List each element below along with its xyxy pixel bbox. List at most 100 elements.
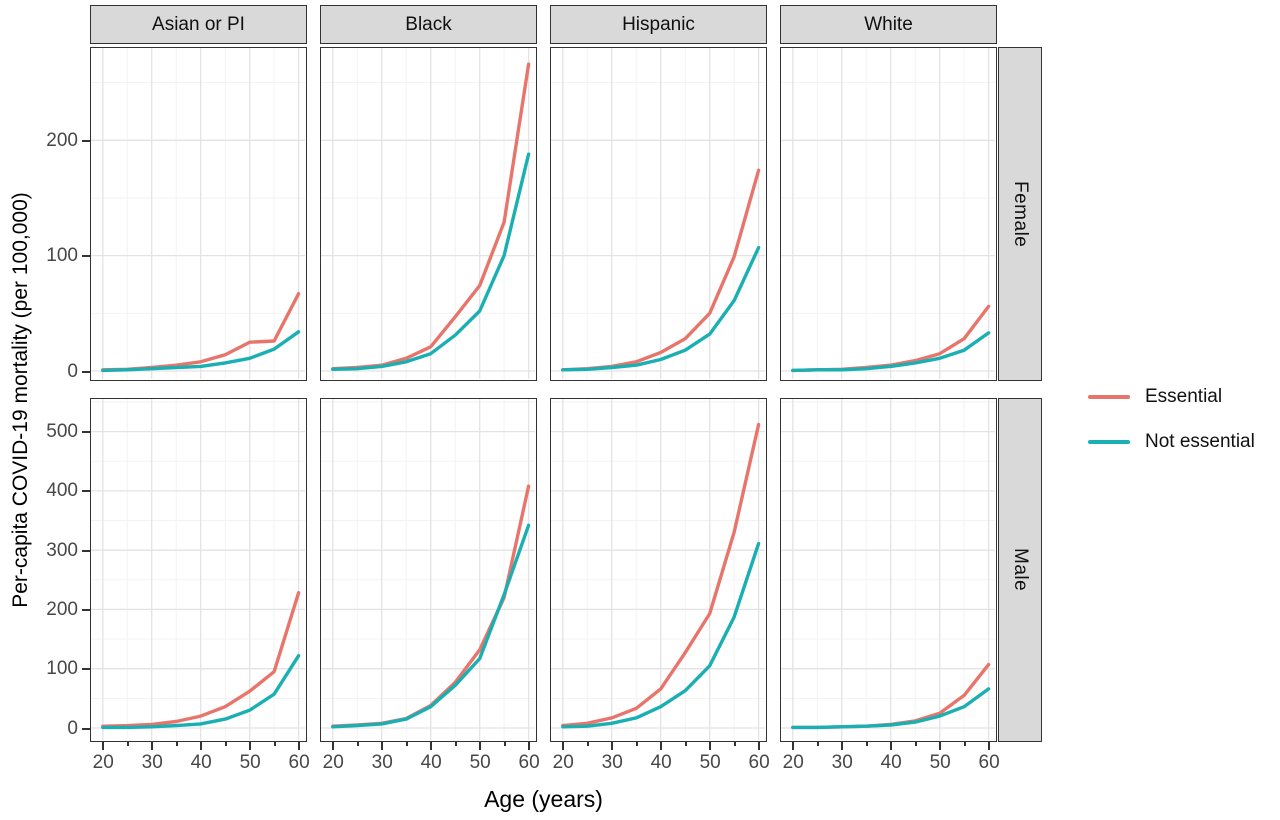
y-tick-label: 0 [67,717,78,739]
x-tick-label: 30 [831,752,853,773]
panel-male-black [320,398,537,742]
x-tick-mark [249,742,252,750]
x-tick-mark [611,742,614,750]
legend-item-not-essential: Not essential [1088,428,1255,456]
x-tick-label: 20 [322,752,344,773]
x-tick-mark [562,742,565,750]
x-tick-label: 20 [552,752,574,773]
x-tick-label: 50 [929,752,951,773]
x-minor-tick-mark [914,742,917,746]
panel-male-asian-or-pi [90,398,307,742]
x-tick-label: 30 [601,752,623,773]
x-tick-label: 60 [288,752,310,773]
panel-female-white [780,47,997,381]
x-tick-mark [841,742,844,750]
x-minor-tick-mark [454,742,457,746]
panel-male-white [780,398,997,742]
x-minor-tick-mark [586,742,589,746]
x-tick-label: 20 [782,752,804,773]
panel-female-hispanic [550,47,767,381]
panel-plot-area [781,399,995,740]
x-minor-tick-mark [865,742,868,746]
x-tick-mark [102,742,105,750]
line-not-essential-hispanic-female [561,245,761,372]
x-tick-mark [988,742,991,750]
x-tick-label: 50 [469,752,491,773]
x-minor-tick-mark [273,742,276,746]
y-tick-mark [82,370,90,373]
x-tick-mark [758,742,761,750]
x-minor-tick-mark [635,742,638,746]
x-minor-tick-mark [175,742,178,746]
x-tick-mark [939,742,942,750]
panel-plot-area [551,48,765,379]
x-minor-tick-mark [224,742,227,746]
facet-strip-label: Hispanic [622,13,695,35]
panel-plot-area [321,48,535,379]
x-tick-mark [381,742,384,750]
facet-strip-asian-or-pi: Asian or PI [90,5,307,44]
line-not-essential-asian-or-pi-female [101,330,301,373]
panel-male-hispanic [550,398,767,742]
panel-plot-area [91,48,305,379]
line-not-essential-asian-or-pi-male [101,654,301,730]
legend: Essential Not essential [1088,383,1255,473]
panel-female-asian-or-pi [90,47,307,381]
y-tick-mark [82,549,90,552]
x-tick-label: 50 [239,752,261,773]
legend-label: Not essential [1145,431,1255,452]
x-tick-mark [479,742,482,750]
facet-strip-label: Female [1010,180,1031,248]
line-not-essential-white-female [791,331,991,373]
x-minor-tick-mark [733,742,736,746]
x-tick-label: 40 [190,752,212,773]
panel-plot-area [321,399,535,740]
x-minor-tick-mark [356,742,359,746]
y-tick-mark [82,139,90,142]
x-minor-tick-mark [684,742,687,746]
facet-strip-label: Asian or PI [152,13,245,35]
x-tick-mark [660,742,663,750]
y-tick-mark [82,727,90,730]
x-tick-mark [792,742,795,750]
x-tick-label: 30 [141,752,163,773]
x-tick-label: 40 [650,752,672,773]
panel-plot-area [91,399,305,740]
legend-item-essential: Essential [1088,383,1255,411]
y-tick-label: 100 [46,245,78,267]
y-tick-label: 300 [46,539,78,561]
y-tick-label: 500 [46,421,78,443]
y-tick-label: 400 [46,480,78,502]
facet-strip-white: White [780,5,997,44]
x-tick-label: 30 [371,752,393,773]
x-tick-mark [430,742,433,750]
line-not-essential-black-male [331,523,531,729]
legend-label: Essential [1145,386,1223,407]
legend-line-not-essential-icon [1088,440,1130,444]
y-tick-mark [82,608,90,611]
x-minor-tick-mark [126,742,129,746]
facet-strip-black: Black [320,5,537,44]
panel-plot-area [551,399,765,740]
x-tick-mark [151,742,154,750]
y-tick-label: 200 [46,129,78,151]
y-tick-mark [82,255,90,258]
x-tick-mark [332,742,335,750]
panel-plot-area [781,48,995,379]
y-tick-mark [82,490,90,493]
x-minor-tick-mark [503,742,506,746]
x-tick-label: 40 [880,752,902,773]
x-tick-mark [200,742,203,750]
facet-strip-hispanic: Hispanic [550,5,767,44]
y-tick-mark [82,431,90,434]
x-tick-mark [298,742,301,750]
line-not-essential-black-female [331,152,531,371]
y-tick-mark [82,668,90,671]
x-minor-tick-mark [963,742,966,746]
line-not-essential-white-male [791,687,991,730]
facet-strip-label: Black [405,13,452,35]
x-minor-tick-mark [405,742,408,746]
x-minor-tick-mark [816,742,819,746]
facet-strip-label: Male [1010,548,1031,592]
